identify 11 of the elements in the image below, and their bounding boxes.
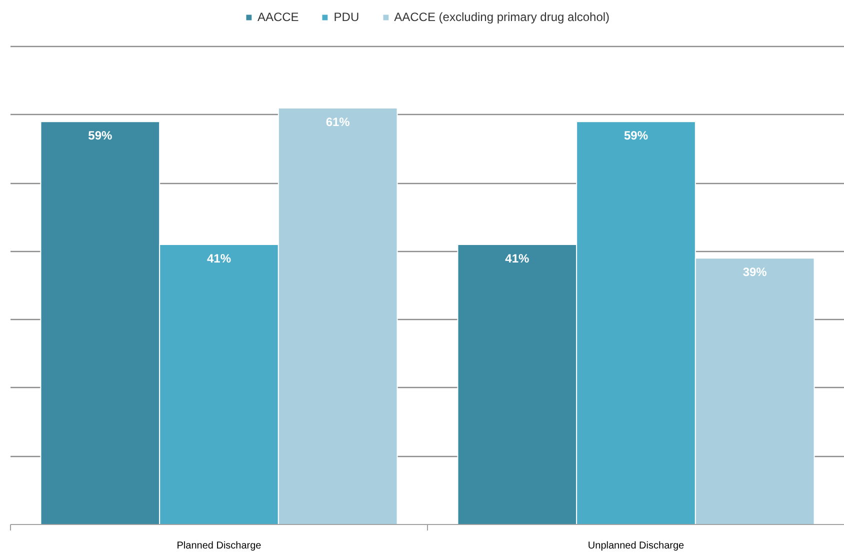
data-label: 59% xyxy=(88,128,112,143)
legend-label: AACCE (excluding primary drug alcohol) xyxy=(394,10,610,24)
data-label: 39% xyxy=(742,265,768,280)
data-label: 61% xyxy=(326,114,350,129)
data-label: 41% xyxy=(206,252,232,266)
data-label: 59% xyxy=(624,128,648,143)
legend-label: PDU xyxy=(334,10,360,24)
data-label: 41% xyxy=(505,252,530,266)
x-tick-label: Unplanned Discharge xyxy=(588,540,685,552)
legend-label: AACCE xyxy=(257,10,299,24)
x-tick-label: Planned Discharge xyxy=(176,540,262,552)
